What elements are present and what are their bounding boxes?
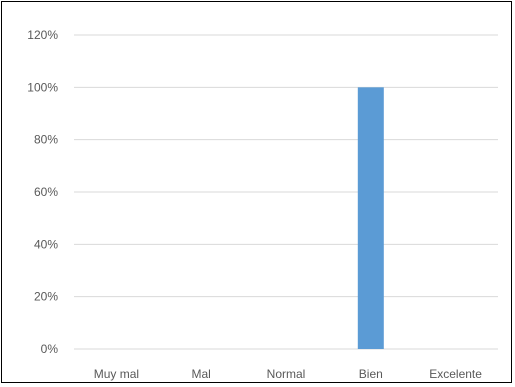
x-tick-label: Mal [192, 367, 211, 381]
y-tick-label: 100% [27, 80, 58, 94]
x-tick-label: Normal [267, 367, 306, 381]
y-axis-ticks: 0% 20% 40% 60% 80% 100% 120% [27, 28, 58, 356]
x-tick-label: Muy mal [94, 367, 139, 381]
gridlines [74, 34, 498, 350]
y-tick-label: 0% [41, 342, 59, 356]
y-tick-label: 20% [34, 290, 58, 304]
y-tick-label: 40% [34, 237, 58, 251]
bar [357, 87, 384, 349]
x-tick-label: Bien [359, 367, 383, 381]
bar-chart: 0% 20% 40% 60% 80% 100% 120% Muy mal Mal Normal B… [27, 28, 498, 381]
x-tick-label: Excelente [429, 367, 482, 381]
y-tick-label: 80% [34, 133, 58, 147]
bars [357, 87, 384, 349]
y-tick-label: 120% [27, 28, 58, 42]
chart-frame: 0% 20% 40% 60% 80% 100% 120% Muy mal Mal Normal B… [1, 1, 512, 383]
x-axis-ticks: Muy mal Mal Normal Bien Excelente [94, 367, 483, 381]
y-tick-label: 60% [34, 185, 58, 199]
